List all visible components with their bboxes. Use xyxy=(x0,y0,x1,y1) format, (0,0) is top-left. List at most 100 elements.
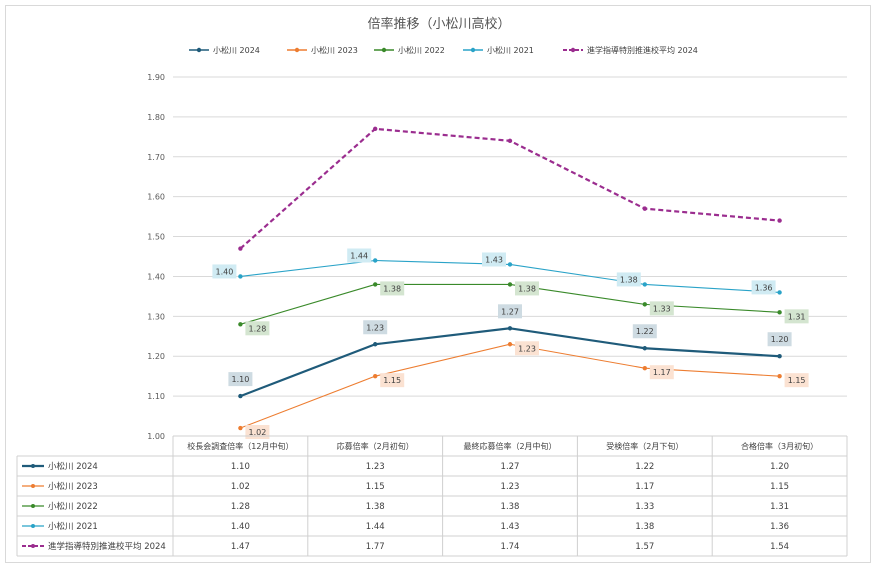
data-label-bg xyxy=(751,280,776,295)
data-label: 1.28 xyxy=(248,324,266,333)
line-chart: 倍率推移（小松川高校） 小松川 2024 小松川 2023 小松川 2022 小松川 … xyxy=(16,16,848,557)
data-label-bg xyxy=(649,301,674,316)
y-tick-label: 1.10 xyxy=(147,392,165,401)
table-cell: 1.31 xyxy=(770,502,789,512)
legend-marker xyxy=(294,47,300,53)
data-label-bg xyxy=(498,304,522,319)
legend-item: 小松川 2024 xyxy=(189,45,260,55)
data-point xyxy=(642,206,647,211)
data-point xyxy=(238,274,243,279)
data-point xyxy=(642,346,647,351)
row-legend-marker xyxy=(31,544,35,548)
data-point xyxy=(238,322,243,327)
data-point xyxy=(507,138,513,144)
category-label: 合格倍率（3月初旬） xyxy=(741,441,818,451)
table-cell: 1.40 xyxy=(231,522,250,532)
table-cell: 1.27 xyxy=(501,462,520,472)
legend-marker xyxy=(381,47,387,53)
table-cell: 1.74 xyxy=(501,542,520,552)
legend-label: 小松川 2021 xyxy=(487,45,534,55)
plot-area: 1.40 1.44 1.43 1.38 1.36 1.28 1.38 1.38 1.33 1.31… xyxy=(212,126,809,440)
data-label: 1.27 xyxy=(501,307,519,316)
row-legend-marker xyxy=(31,504,35,508)
data-point xyxy=(507,262,513,267)
table-cell: 1.38 xyxy=(635,522,654,532)
row-series-name: 進学指導特別推進校平均 2024 xyxy=(48,541,166,552)
row-series-name: 小松川 2022 xyxy=(48,501,98,512)
data-label: 1.15 xyxy=(788,376,806,385)
table-cell: 1.57 xyxy=(635,542,654,552)
data-label: 1.40 xyxy=(215,267,233,276)
category-label: 校長会調査倍率（12月中旬） xyxy=(187,441,293,451)
legend-item: 小松川 2022 xyxy=(374,45,445,55)
table-cell: 1.77 xyxy=(366,542,385,552)
data-point xyxy=(373,258,378,263)
data-point xyxy=(507,282,513,287)
row-legend-marker xyxy=(31,484,35,488)
data-label-bg xyxy=(347,248,372,263)
data-label: 1.38 xyxy=(620,275,638,284)
table-cell: 1.33 xyxy=(635,502,654,512)
data-label: 1.31 xyxy=(788,312,806,321)
data-point xyxy=(238,425,243,431)
y-tick-label: 1.30 xyxy=(147,312,165,321)
data-label: 1.33 xyxy=(653,304,671,313)
series-line xyxy=(239,127,780,250)
data-point xyxy=(373,342,378,347)
data-point xyxy=(373,373,378,379)
row-series-name: 小松川 2023 xyxy=(48,481,98,492)
chart-frame: 倍率推移（小松川高校） 小松川 2024 小松川 2023 小松川 2022 小松川 … xyxy=(5,5,871,563)
table-cell: 1.36 xyxy=(770,522,789,532)
chart-title: 倍率推移（小松川高校） xyxy=(367,16,510,32)
legend-label: 小松川 2023 xyxy=(311,45,358,55)
legend-label: 小松川 2022 xyxy=(398,45,445,55)
data-label-bg xyxy=(649,365,674,380)
table-cell: 1.38 xyxy=(501,502,520,512)
table-cell: 1.15 xyxy=(366,482,385,492)
data-label-bg xyxy=(616,272,641,287)
table-row: 小松川 2021 1.40 1.44 1.43 1.38 1.36 xyxy=(22,521,789,532)
legend-marker xyxy=(470,47,476,53)
table-cell: 1.20 xyxy=(770,462,789,472)
row-series-name: 小松川 2021 xyxy=(48,521,98,532)
category-label: 応募倍率（2月初旬） xyxy=(337,441,414,451)
data-label: 1.20 xyxy=(771,335,789,344)
data-label: 1.23 xyxy=(518,344,536,353)
data-point xyxy=(507,342,513,347)
y-tick-label: 1.90 xyxy=(147,73,165,82)
y-tick-label: 1.50 xyxy=(147,233,165,242)
data-label: 1.15 xyxy=(383,376,401,385)
data-point xyxy=(777,354,782,359)
data-label-bg xyxy=(482,252,506,267)
data-label-bg xyxy=(515,341,539,356)
table-cell: 1.23 xyxy=(501,482,520,492)
data-label-bg xyxy=(784,309,809,324)
data-point xyxy=(373,282,378,287)
data-point xyxy=(507,326,513,331)
row-legend-marker xyxy=(31,464,35,468)
table-cell: 1.28 xyxy=(231,502,250,512)
data-point xyxy=(777,218,782,223)
row-legend-marker xyxy=(31,524,35,528)
gridlines xyxy=(173,76,847,397)
data-label-bg xyxy=(228,372,253,387)
data-point xyxy=(777,373,782,379)
data-label: 1.38 xyxy=(383,284,401,293)
y-tick-label: 1.40 xyxy=(147,272,165,281)
data-point xyxy=(642,302,647,307)
data-label: 1.36 xyxy=(755,283,773,292)
data-point xyxy=(373,126,378,132)
y-tick-label: 1.80 xyxy=(147,113,165,122)
data-label: 1.38 xyxy=(518,284,536,293)
table-cell: 1.22 xyxy=(635,462,654,472)
series-line xyxy=(240,343,780,429)
table-cell: 1.38 xyxy=(366,502,385,512)
table-cell: 1.17 xyxy=(635,482,654,492)
data-point xyxy=(238,393,243,399)
data-label-bg xyxy=(380,373,405,388)
data-point xyxy=(642,282,647,287)
table-cell: 1.10 xyxy=(231,462,250,472)
data-label-bg xyxy=(245,321,270,336)
legend-item: 小松川 2023 xyxy=(287,45,358,55)
data-label: 1.10 xyxy=(231,375,249,384)
